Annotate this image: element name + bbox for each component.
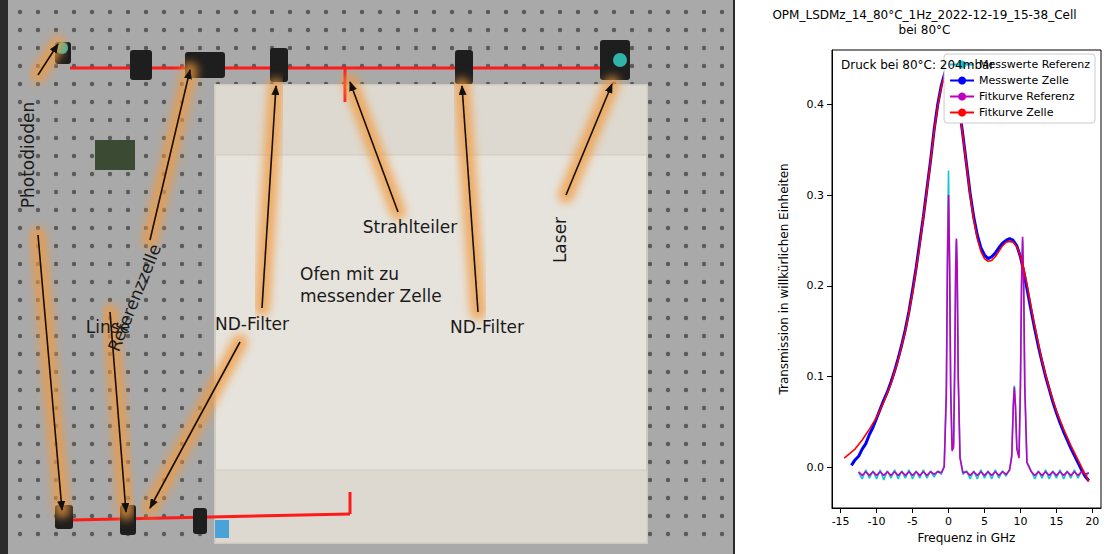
svg-text:15: 15 [1049,515,1063,528]
svg-text:Linse: Linse [86,317,130,337]
svg-text:10: 10 [1013,515,1027,528]
svg-text:0: 0 [945,515,952,528]
svg-text:-10: -10 [868,515,886,528]
svg-text:Ofen mit zumessender Zelle: Ofen mit zumessender Zelle [300,264,442,306]
svg-text:20: 20 [1085,515,1099,528]
svg-text:Frequenz in GHz: Frequenz in GHz [918,531,1016,545]
svg-text:5: 5 [981,515,988,528]
svg-text:-15: -15 [832,515,850,528]
svg-text:Fitkurve Zelle: Fitkurve Zelle [979,106,1054,119]
svg-text:Strahlteiler: Strahlteiler [363,217,457,237]
svg-text:Druck bei 80°C: 204mbar: Druck bei 80°C: 204mbar [841,58,994,72]
svg-text:Messwerte Zelle: Messwerte Zelle [979,74,1069,87]
svg-text:-5: -5 [907,515,918,528]
svg-text:0.2: 0.2 [807,279,825,292]
svg-text:ND-Filter: ND-Filter [450,317,524,337]
svg-text:0.3: 0.3 [807,189,825,202]
svg-text:0.1: 0.1 [807,370,825,383]
svg-text:Laser: Laser [550,217,570,263]
svg-text:ND-Filter: ND-Filter [215,314,289,334]
svg-text:0.4: 0.4 [807,98,825,111]
svg-text:Transmission in willkürlichen: Transmission in willkürlichen Einheiten [777,163,791,395]
svg-text:OPM_LSDMz_14_80°C_1Hz_2022-12-: OPM_LSDMz_14_80°C_1Hz_2022-12-19_15-38_C… [772,8,1076,22]
svg-text:Photodioden: Photodioden [18,102,38,208]
svg-text:bei 80°C: bei 80°C [899,23,951,37]
svg-text:Fitkurve Referenz: Fitkurve Referenz [979,90,1075,103]
svg-text:Referenzzelle: Referenzzelle [104,241,165,354]
svg-text:Messwerte Referenz: Messwerte Referenz [979,58,1090,71]
svg-text:0.0: 0.0 [807,461,825,474]
